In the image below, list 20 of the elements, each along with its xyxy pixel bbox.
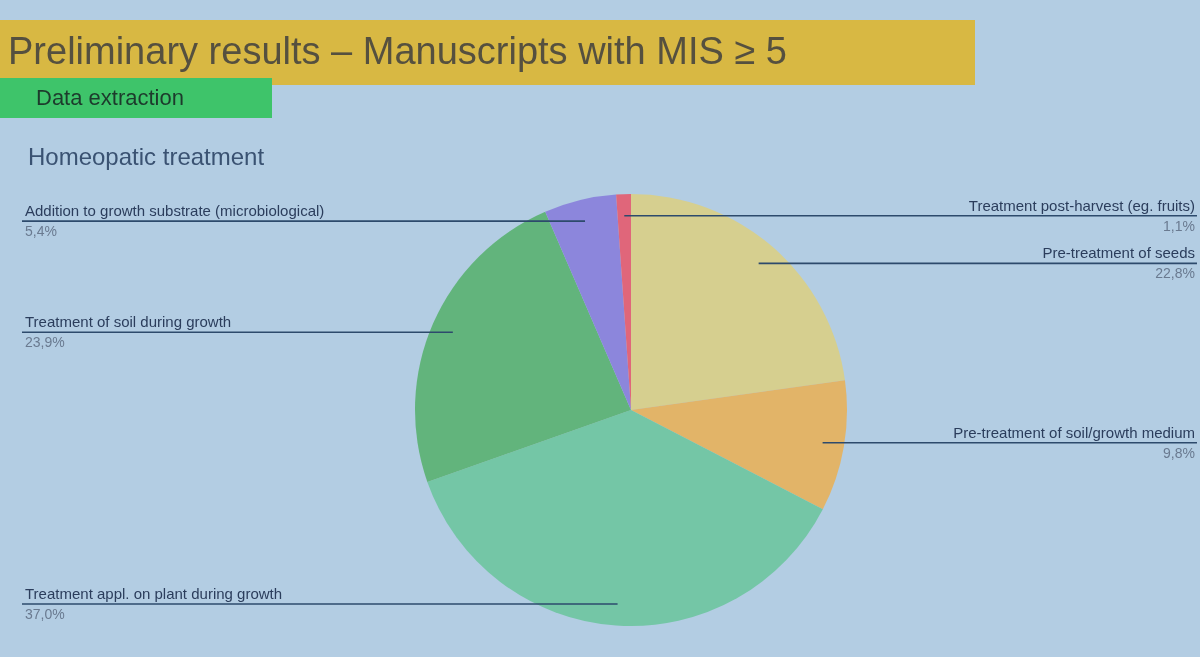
slice-label: Pre-treatment of soil/growth medium bbox=[953, 423, 1195, 441]
text: Data extraction bbox=[36, 85, 184, 110]
slice-label: Treatment post-harvest (eg. fruits) bbox=[968, 196, 1195, 214]
slice-label: Pre-treatment of seeds bbox=[1042, 244, 1195, 262]
pie-slice bbox=[415, 211, 631, 482]
data-label: 23,9% bbox=[25, 334, 65, 351]
pie-slice bbox=[545, 194, 631, 410]
data-label: 1,1% bbox=[1163, 217, 1195, 234]
data-label: 22,8% bbox=[1155, 265, 1195, 282]
chart-subtitle: Homeopatic treatment bbox=[28, 143, 265, 170]
data-label: 37,0% bbox=[25, 605, 65, 622]
pie-slice bbox=[631, 194, 845, 410]
slice-label: Treatment appl. on plant during growth bbox=[25, 584, 283, 602]
chart-title: Preliminary results – Manuscripts with MIS ≥ 5 bbox=[8, 30, 787, 72]
data-label: 5,4% bbox=[25, 223, 57, 240]
pie-slice bbox=[427, 410, 823, 626]
slice-label: Addition to growth substrate (microbiological) bbox=[25, 202, 325, 220]
pie-slice bbox=[631, 380, 847, 510]
data-label: 9,8% bbox=[1163, 444, 1195, 461]
slice-label: Treatment of soil during growth bbox=[25, 313, 232, 331]
